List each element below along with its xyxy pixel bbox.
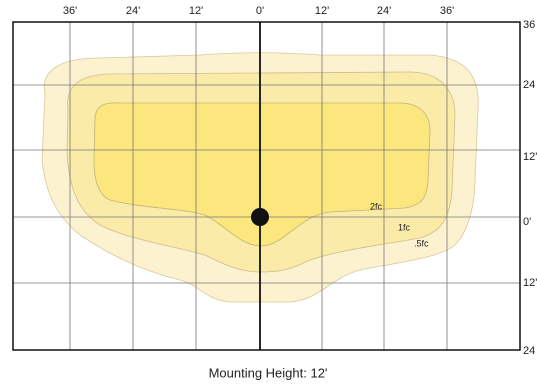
fixture [251,208,269,226]
right-label: 24 [523,345,535,357]
top-label: 0' [256,5,264,17]
caption: Mounting Height: 12' [209,365,328,380]
right-label: 0' [523,216,531,228]
contour-label: 1fc [398,222,411,232]
top-label: 24' [126,5,140,17]
top-label: 36' [63,5,77,17]
contour-label: 2fc [370,201,383,211]
grid [13,22,520,350]
right-label: 36 [523,19,535,31]
contour-label: .5fc [414,238,429,248]
right-label: 12' [523,151,537,163]
frame [12,21,521,351]
top-label: 24' [377,5,391,17]
top-label: 36' [440,5,454,17]
right-labels: 36 24 12' 0' 12' 24 [523,19,537,357]
top-labels: 36' 24' 12' 0' 12' 24' 36' [63,5,454,17]
top-label: 12' [189,5,203,17]
right-label: 12' [523,277,537,289]
top-label: 12' [315,5,329,17]
contour-2fc [93,102,431,247]
right-label: 24 [523,79,535,91]
